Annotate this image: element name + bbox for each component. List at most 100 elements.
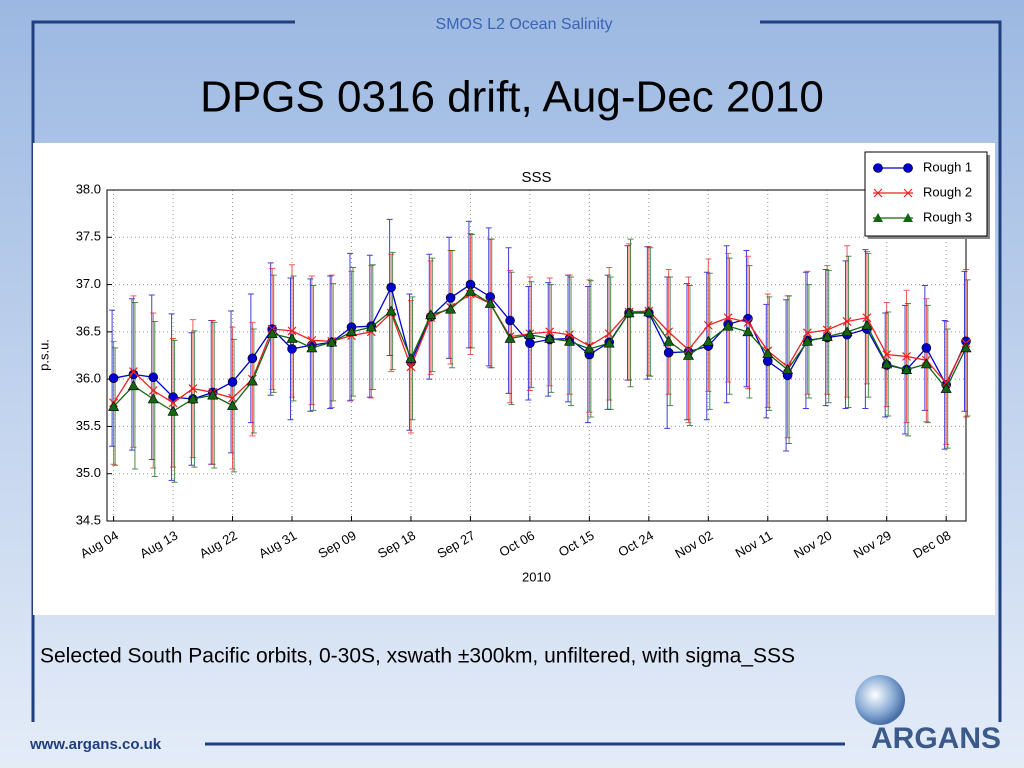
point — [960, 342, 972, 353]
point — [227, 377, 238, 387]
point — [901, 364, 913, 374]
slide-subtitle: SMOS L2 Ocean Salinity — [436, 16, 613, 33]
x-axis-label: 2010 — [522, 569, 551, 584]
point — [921, 343, 932, 353]
point — [287, 344, 297, 354]
point — [545, 327, 555, 337]
point — [445, 293, 456, 303]
point — [643, 306, 655, 317]
point — [902, 352, 911, 361]
point — [684, 345, 693, 355]
point — [920, 358, 932, 369]
point — [801, 335, 813, 346]
y-tick-label: 36.5 — [76, 323, 101, 338]
point — [168, 392, 178, 402]
footer-url: www.argans.co.uk — [29, 736, 162, 753]
point — [544, 332, 556, 343]
point — [147, 393, 159, 404]
y-tick-label: 38.0 — [76, 181, 101, 196]
legend-marker — [873, 188, 883, 198]
legend-marker — [903, 188, 913, 198]
point — [782, 364, 794, 374]
point — [882, 350, 892, 359]
point — [167, 405, 179, 416]
point — [505, 315, 515, 326]
point — [345, 326, 357, 337]
point — [682, 349, 694, 360]
y-axis-label: p.s.u. — [36, 339, 51, 371]
y-tick-label: 35.5 — [76, 418, 101, 433]
point — [762, 347, 774, 358]
point — [168, 398, 178, 408]
point — [664, 327, 674, 337]
caption: Selected South Pacific orbits, 0-30S, xs… — [40, 645, 795, 668]
point — [842, 317, 852, 326]
point — [406, 362, 416, 372]
y-tick-label: 35.0 — [76, 465, 101, 480]
point — [821, 330, 833, 341]
point — [287, 326, 297, 336]
point — [802, 328, 812, 338]
legend-marker — [903, 213, 913, 222]
point — [723, 313, 733, 323]
point — [405, 352, 417, 363]
point — [386, 282, 396, 293]
legend-label: Rough 2 — [923, 184, 972, 199]
point — [108, 373, 119, 383]
y-tick-label: 34.5 — [76, 512, 101, 527]
legend-marker — [873, 163, 883, 173]
point — [940, 382, 952, 393]
y-tick-label: 37.5 — [76, 229, 101, 244]
legend-label: Rough 1 — [923, 159, 972, 174]
point — [188, 384, 198, 394]
point — [583, 343, 595, 354]
point — [266, 328, 278, 339]
point — [228, 393, 237, 403]
point — [603, 337, 615, 348]
point — [365, 321, 377, 332]
point — [286, 332, 298, 343]
point — [861, 319, 873, 330]
point — [128, 369, 139, 380]
point — [187, 393, 199, 404]
y-tick-label: 36.0 — [76, 371, 101, 386]
point — [524, 329, 536, 339]
legend — [864, 151, 988, 237]
point — [525, 338, 535, 349]
point — [246, 375, 258, 386]
point — [743, 317, 753, 327]
point — [148, 386, 158, 395]
point — [484, 297, 496, 308]
logo-globe — [855, 675, 905, 725]
point — [604, 329, 614, 339]
point — [464, 285, 476, 296]
series-line — [113, 293, 967, 404]
y-tick-label: 37.0 — [76, 276, 101, 291]
point — [762, 356, 773, 366]
point — [702, 335, 714, 346]
logo-text: ARGANS — [871, 722, 1001, 755]
point — [663, 335, 675, 346]
legend-marker — [873, 213, 883, 222]
point — [623, 307, 635, 318]
point — [565, 330, 574, 340]
point — [247, 353, 258, 364]
point — [326, 336, 338, 347]
point — [703, 320, 713, 330]
point — [663, 347, 674, 358]
point — [862, 313, 872, 323]
point — [564, 335, 576, 346]
point — [841, 326, 853, 337]
point — [207, 389, 219, 400]
point — [227, 400, 239, 410]
point — [108, 400, 120, 411]
point — [425, 309, 437, 320]
legend-label: Rough 3 — [923, 209, 972, 224]
slide-title: DPGS 0316 drift, Aug-Dec 2010 — [200, 73, 824, 122]
point — [306, 342, 318, 353]
point — [129, 367, 138, 377]
point — [722, 320, 734, 331]
point — [881, 358, 893, 369]
